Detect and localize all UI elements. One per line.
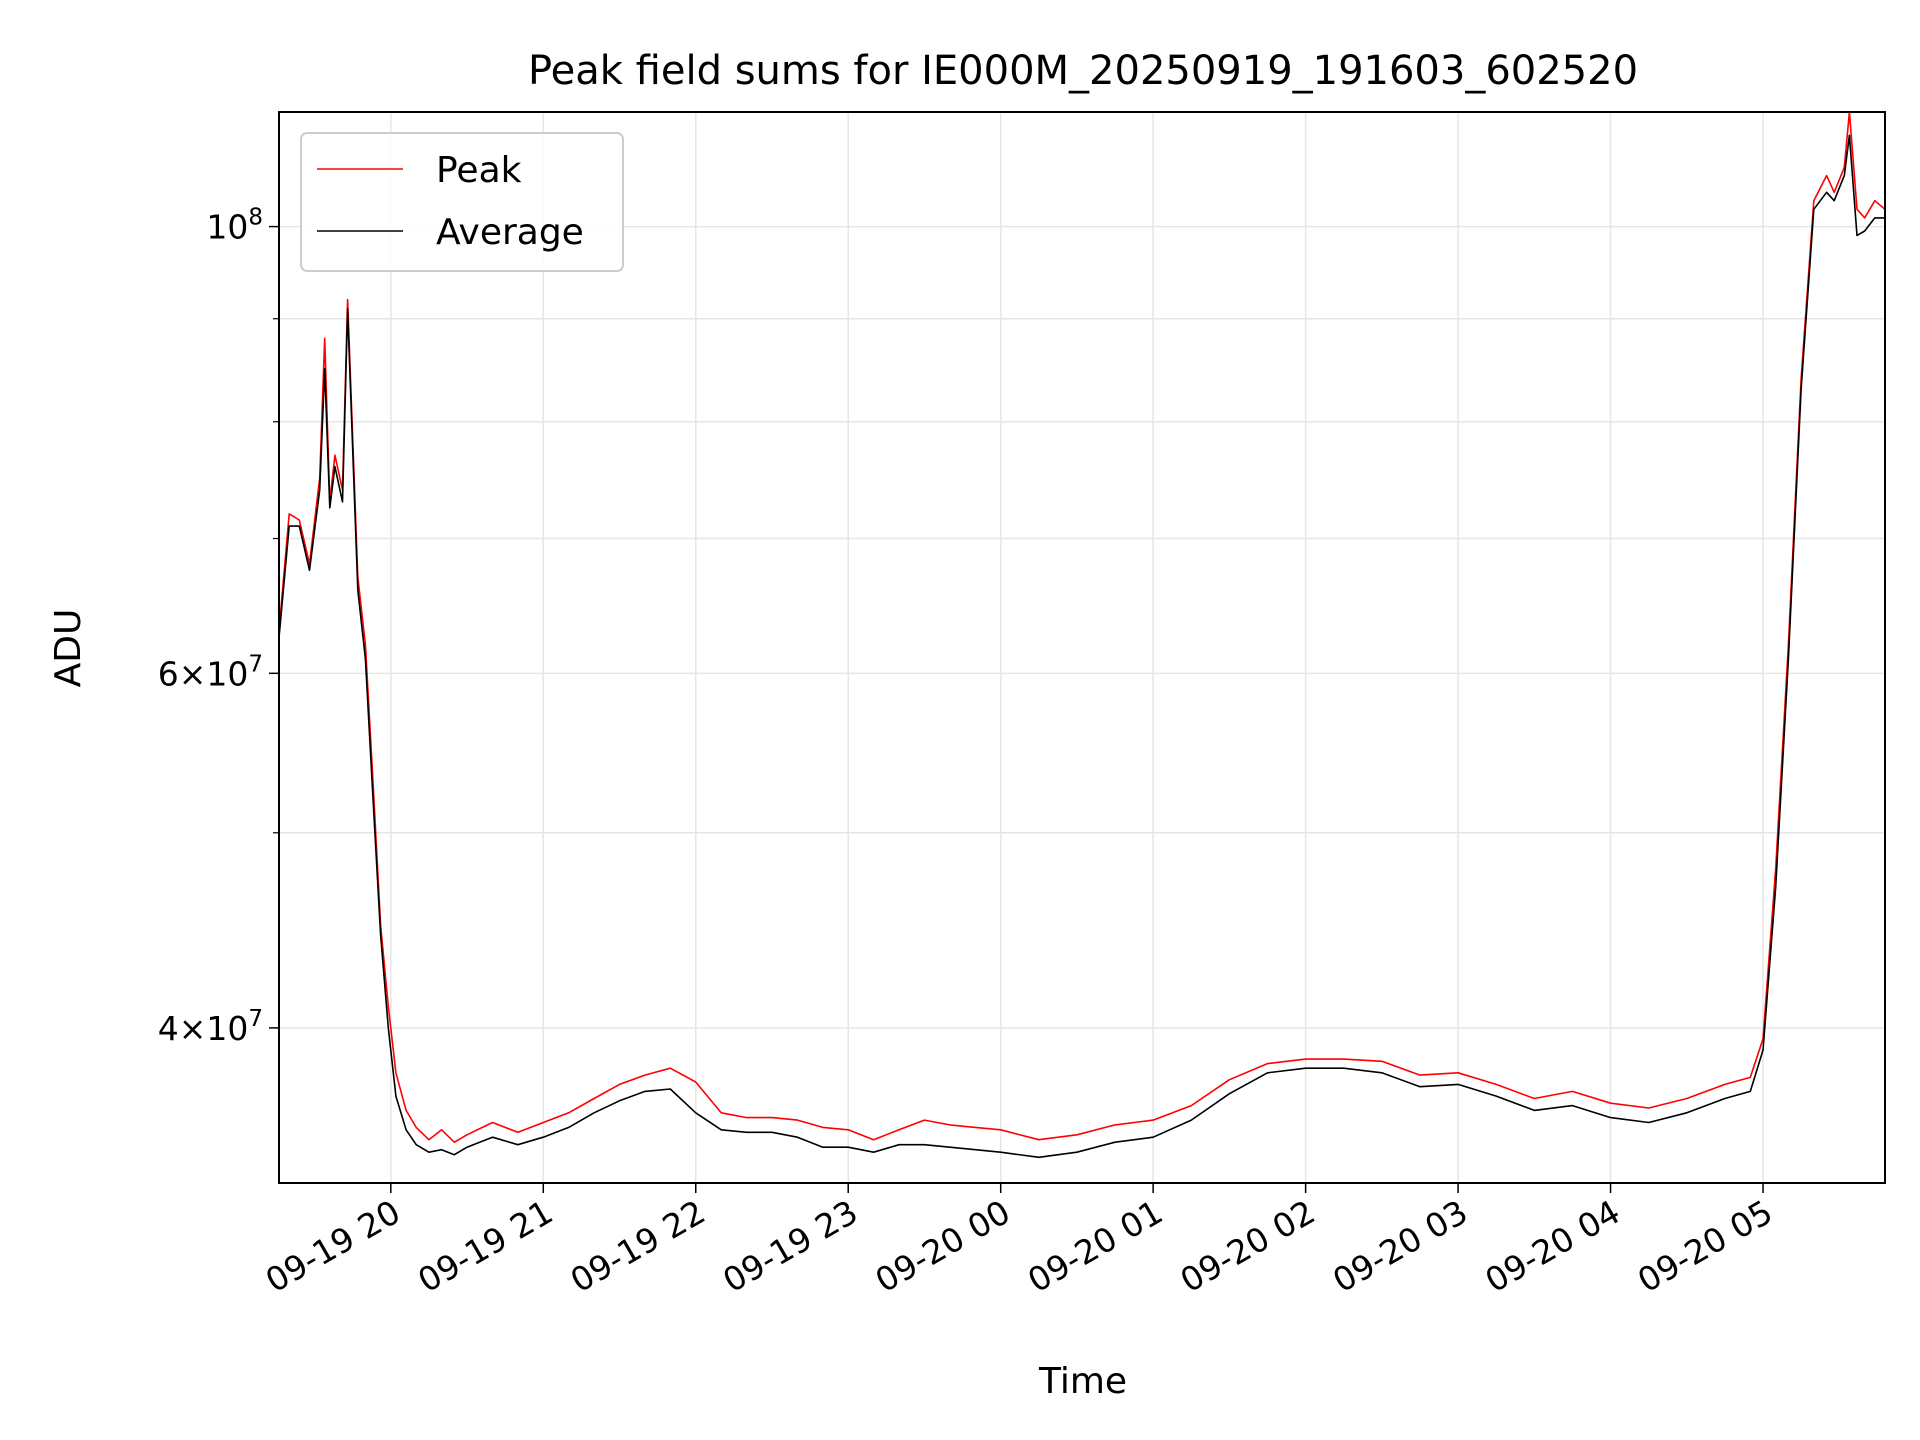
legend: Peak Average [300, 132, 624, 272]
grid [279, 112, 1885, 1183]
y-tick-label: 4×107 [158, 1006, 263, 1048]
y-axis: 4×107 6×107 108 [158, 205, 279, 1048]
plot-frame [278, 111, 1886, 1184]
chart-title: Peak field sums for IE000M_20250919_1916… [528, 48, 1638, 94]
y-axis-label: ADU [48, 609, 89, 688]
series-line-average [278, 134, 1885, 1159]
legend-box [300, 132, 624, 272]
legend-label-peak: Peak [436, 150, 522, 191]
x-axis-label: Time [1038, 1361, 1127, 1402]
y-tick-label: 6×107 [158, 651, 263, 693]
plot-area [278, 111, 1886, 1159]
legend-label-average: Average [436, 212, 584, 253]
y-tick-label: 108 [206, 205, 263, 247]
